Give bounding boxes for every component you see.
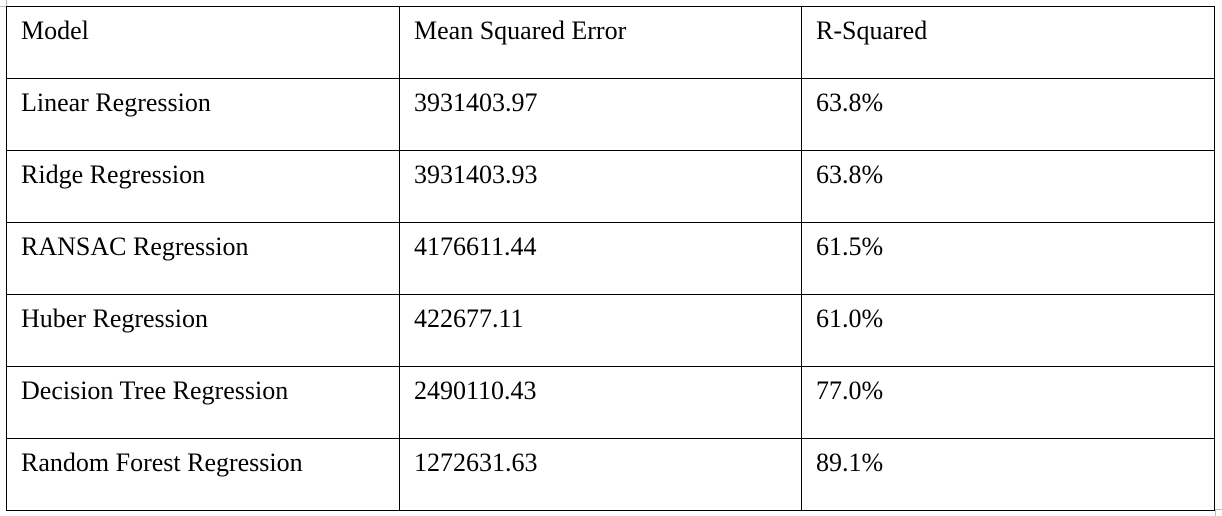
header-mean-squared-error: Mean Squared Error bbox=[399, 6, 802, 79]
header-r-squared: R-Squared bbox=[801, 6, 1215, 79]
model-cell: Random Forest Regression bbox=[6, 438, 400, 511]
r-squared-cell: 61.5% bbox=[801, 222, 1215, 295]
r-squared-cell: 61.0% bbox=[801, 294, 1215, 367]
table-row: Random Forest Regression 1272631.63 89.1… bbox=[6, 438, 1215, 511]
table-row: Linear Regression 3931403.97 63.8% bbox=[6, 78, 1215, 151]
r-squared-cell: 89.1% bbox=[801, 438, 1215, 511]
model-cell: Decision Tree Regression bbox=[6, 366, 400, 439]
mse-cell: 4176611.44 bbox=[399, 222, 802, 295]
mse-cell: 1272631.63 bbox=[399, 438, 802, 511]
table-row: Huber Regression 422677.11 61.0% bbox=[6, 294, 1215, 367]
mse-cell: 3931403.97 bbox=[399, 78, 802, 151]
model-cell: Linear Regression bbox=[6, 78, 400, 151]
header-model: Model bbox=[6, 6, 400, 79]
model-cell: RANSAC Regression bbox=[6, 222, 400, 295]
table-row: Ridge Regression 3931403.93 63.8% bbox=[6, 150, 1215, 223]
results-table: Model Mean Squared Error R-Squared Linea… bbox=[6, 6, 1215, 511]
page-corner-mark bbox=[1215, 509, 1222, 516]
table-header-row: Model Mean Squared Error R-Squared bbox=[6, 6, 1215, 79]
mse-cell: 422677.11 bbox=[399, 294, 802, 367]
mse-cell: 3931403.93 bbox=[399, 150, 802, 223]
r-squared-cell: 63.8% bbox=[801, 150, 1215, 223]
table-row: RANSAC Regression 4176611.44 61.5% bbox=[6, 222, 1215, 295]
table-row: Decision Tree Regression 2490110.43 77.0… bbox=[6, 366, 1215, 439]
r-squared-cell: 77.0% bbox=[801, 366, 1215, 439]
model-cell: Huber Regression bbox=[6, 294, 400, 367]
page-corner-mark bbox=[0, 0, 7, 7]
model-cell: Ridge Regression bbox=[6, 150, 400, 223]
r-squared-cell: 63.8% bbox=[801, 78, 1215, 151]
mse-cell: 2490110.43 bbox=[399, 366, 802, 439]
